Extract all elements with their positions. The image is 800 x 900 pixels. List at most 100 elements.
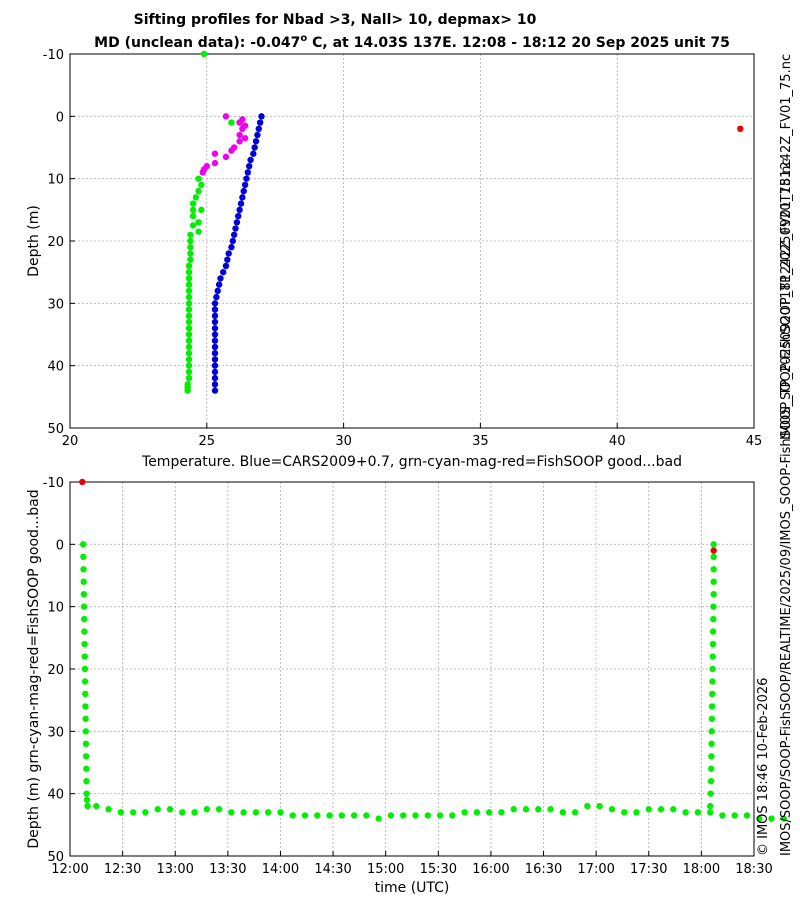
data-point-green <box>185 268 193 276</box>
data-point-green <box>154 806 161 813</box>
data-point-green <box>185 325 193 332</box>
data-point-green <box>198 206 205 214</box>
data-point-green <box>195 175 202 182</box>
x-tick-label: 17:00 <box>577 862 614 877</box>
data-point-red <box>710 547 717 554</box>
data-point-green <box>105 806 112 813</box>
data-point-blue <box>211 368 219 376</box>
bottom-grid <box>69 481 755 857</box>
data-point-green <box>187 231 194 238</box>
y-tick-label: 40 <box>47 788 64 803</box>
data-point-green <box>83 765 90 772</box>
data-point-green <box>240 809 247 816</box>
data-point-blue <box>243 175 250 182</box>
data-point-green <box>82 715 89 723</box>
data-point-green <box>83 790 90 797</box>
data-point-green <box>289 812 296 819</box>
data-point-magenta <box>239 125 246 132</box>
data-point-blue <box>214 287 221 295</box>
data-point-green <box>184 387 191 394</box>
data-point-green <box>375 815 382 822</box>
data-point-green <box>82 703 89 710</box>
data-point-green <box>709 640 717 648</box>
data-point-green <box>185 331 193 338</box>
data-point-green <box>596 802 603 810</box>
data-point-blue <box>256 119 264 126</box>
side-label-credit: © IMOS 18:46 10-Feb-2026 <box>756 678 771 856</box>
data-point-green <box>657 806 665 813</box>
data-point-green <box>412 812 419 819</box>
data-point-green <box>314 812 321 819</box>
data-point-blue <box>237 200 245 207</box>
data-point-green <box>498 809 505 816</box>
data-point-blue <box>258 113 265 120</box>
x-tick-label: 12:30 <box>104 862 141 877</box>
data-point-green <box>706 802 714 810</box>
data-point-blue <box>239 194 246 201</box>
x-tick-label: 17:30 <box>630 862 667 877</box>
data-point-green <box>709 653 716 660</box>
data-point-green <box>185 312 193 319</box>
data-point-green <box>185 318 193 326</box>
x-tick-label: 16:30 <box>525 862 562 877</box>
data-point-green <box>708 753 715 760</box>
data-point-blue <box>229 237 236 245</box>
data-point-green <box>708 715 716 723</box>
data-point-green <box>424 812 431 819</box>
data-point-green <box>185 343 193 351</box>
data-point-green <box>338 812 346 819</box>
data-point-green <box>185 306 193 313</box>
data-point-green <box>710 541 717 548</box>
y-tick-label: 30 <box>47 297 64 312</box>
data-point-blue <box>211 337 219 344</box>
data-point-green <box>185 362 193 369</box>
data-point-green <box>187 256 194 263</box>
data-point-green <box>621 809 628 816</box>
data-point-blue <box>211 356 219 363</box>
data-point-green <box>326 812 333 819</box>
data-point-green <box>708 740 715 747</box>
data-point-blue <box>228 244 235 251</box>
x-tick-label: 20 <box>62 434 79 449</box>
data-point-green <box>461 809 468 816</box>
chart-title-line1: Sifting profiles for Nbad >3, Nall> 10, … <box>134 12 537 28</box>
data-point-blue <box>246 163 253 170</box>
data-point-green <box>179 809 186 816</box>
x-tick-label: 25 <box>199 434 216 449</box>
data-point-green <box>473 809 481 816</box>
data-point-green <box>709 678 716 685</box>
y-tick-label: 30 <box>47 725 64 740</box>
title-degree-sup: o <box>300 33 307 44</box>
data-point-green <box>707 790 714 797</box>
data-point-green <box>670 806 677 813</box>
data-point-green <box>633 809 640 816</box>
data-point-green <box>185 275 193 282</box>
x-tick-label: 16:00 <box>472 862 509 877</box>
data-point-green <box>83 796 91 804</box>
data-point-blue <box>255 125 262 132</box>
x-tick-label: 13:30 <box>209 862 246 877</box>
data-point-green <box>187 250 194 257</box>
data-point-green <box>510 806 517 813</box>
data-point-green <box>81 665 89 673</box>
y-tick-label: 10 <box>47 601 64 616</box>
data-point-green <box>264 809 272 816</box>
data-point-green <box>189 200 197 207</box>
data-point-blue <box>235 212 242 220</box>
data-point-green <box>485 809 493 816</box>
data-point-green <box>185 287 193 295</box>
x-tick-label: 15:30 <box>420 862 457 877</box>
data-point-magenta <box>211 150 219 157</box>
chart-title-line2: MD (unclean data): -0.047o C, at 14.03S … <box>94 33 730 51</box>
data-point-green <box>708 703 716 710</box>
top-tick-labels: 20 25 30 35 40 45 -10 0 10 20 30 40 50 <box>43 48 763 449</box>
data-point-green <box>547 806 554 813</box>
data-point-blue <box>211 374 219 382</box>
data-point-blue <box>252 138 260 145</box>
data-point-green <box>191 809 198 816</box>
data-point-green <box>710 566 717 573</box>
data-point-blue <box>211 381 219 388</box>
data-point-blue <box>211 331 219 338</box>
data-point-magenta <box>236 131 243 139</box>
title-line2-b: C, at 14.03S 137E. 12:08 - 18:12 20 Sep … <box>307 35 730 51</box>
